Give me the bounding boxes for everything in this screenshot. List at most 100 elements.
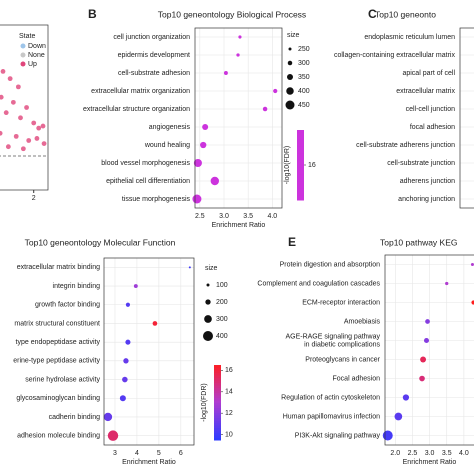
colorbar-step — [214, 410, 221, 413]
colorbar-step — [297, 176, 304, 180]
colorbar-step — [297, 146, 304, 150]
category-label: extracellular structure organization — [83, 106, 190, 113]
colorbar-step — [297, 155, 304, 159]
point — [20, 146, 26, 152]
point — [0, 69, 6, 74]
colorbar-step — [214, 375, 221, 378]
category-label: cell-cell junction — [406, 106, 456, 113]
colorbar-step — [214, 365, 221, 368]
colorbar-step — [214, 402, 221, 406]
x-tick-label: 2.5 — [195, 213, 205, 220]
category-label: cell-substrate junction — [387, 160, 455, 167]
point — [0, 94, 4, 100]
colorbar-title: -log10(FDR) — [201, 383, 208, 422]
colorbar-step — [297, 174, 304, 178]
dot — [122, 376, 128, 383]
point — [15, 84, 21, 90]
category-label: adherens junction — [400, 178, 455, 185]
legend-label: Up — [28, 61, 37, 68]
panel-label: E — [288, 235, 296, 249]
dot — [188, 266, 191, 269]
plot-bg — [195, 28, 282, 208]
point — [0, 130, 3, 136]
size-legend-label: 100 — [216, 282, 228, 289]
colorbar-label: 14 — [225, 389, 233, 396]
category-label: Protein digestion and absorption — [280, 261, 381, 268]
point — [18, 115, 23, 121]
point — [26, 138, 32, 143]
size-legend-label: 450 — [298, 102, 310, 109]
plot-bg — [104, 258, 194, 445]
colorbar-label: 16 — [308, 162, 316, 169]
category-label: extracellular matrix organization — [91, 88, 190, 95]
x-tick-label: 6 — [179, 450, 183, 457]
legend-swatch — [20, 52, 26, 58]
category-label: Complement and coagulation cascades — [257, 280, 380, 287]
colorbar-step — [214, 392, 221, 396]
legend-swatch — [20, 43, 26, 49]
category-label: cadherin binding — [49, 414, 100, 421]
colorbar-step — [214, 400, 221, 403]
category-label: ECM-receptor interaction — [302, 299, 380, 306]
size-legend-label: 250 — [298, 46, 310, 53]
colorbar-step — [214, 435, 221, 438]
category-label: AGE-RAGE signaling pathway in diabetic co… — [285, 333, 380, 348]
colorbar-step — [214, 412, 221, 416]
category-label: cell-substrate adherens junction — [356, 142, 455, 149]
x-tick-label: 2.0 — [390, 450, 400, 457]
size-legend-label: 300 — [298, 60, 310, 67]
plot-frame — [384, 254, 474, 446]
colorbar-step — [297, 162, 304, 166]
category-label: type endopeptidase activity — [16, 339, 101, 346]
category-label: Amoebiasis — [344, 318, 381, 325]
x-tick-label: 3.0 — [425, 450, 435, 457]
x-tick-label: 3.5 — [243, 213, 253, 220]
colorbar-step — [214, 397, 221, 401]
colorbar-step — [214, 367, 221, 371]
size-legend-title: size — [205, 265, 218, 272]
size-legend-label: 400 — [298, 88, 310, 95]
dot — [152, 321, 158, 326]
colorbar-step — [297, 190, 304, 194]
category-label: serine hydrolase activity — [25, 376, 100, 383]
dot — [123, 358, 129, 364]
plot-frame — [0, 24, 49, 191]
colorbar-step — [297, 165, 304, 168]
dot — [471, 300, 474, 305]
category-label: tissue morphogenesis — [122, 196, 191, 203]
category-label: collagen-containing extracellular matrix — [334, 52, 456, 59]
point — [36, 125, 42, 131]
colorbar-step — [214, 390, 221, 393]
colorbar-step — [297, 172, 304, 175]
colorbar-step — [297, 153, 304, 157]
category-label: epidermis development — [118, 52, 190, 59]
dot — [119, 395, 126, 402]
colorbar-step — [297, 158, 304, 161]
x-axis-title: Enrichment Ratio — [403, 459, 457, 466]
dot — [125, 302, 131, 307]
colorbar-step — [297, 144, 304, 147]
category-label: Proteoglycans in cancer — [305, 356, 380, 363]
dot — [402, 394, 410, 401]
category-label: cell-substrate adhesion — [118, 70, 190, 77]
dot — [382, 430, 393, 441]
size-legend-dot — [288, 47, 292, 51]
colorbar-step — [214, 407, 221, 411]
category-label: endoplasmic reticulum lumen — [364, 34, 455, 41]
size-legend-label: 200 — [216, 299, 228, 306]
point — [3, 110, 9, 116]
category-label: extracellular matrix binding — [17, 264, 100, 271]
category-label: Focal adhesion — [333, 375, 381, 382]
colorbar-step — [297, 141, 304, 145]
dot — [394, 412, 403, 421]
category-label: PI3K-Akt signaling pathway — [295, 432, 381, 439]
panel-title: Top10 geneontology Molecular Function — [25, 237, 176, 247]
colorbar-step — [297, 160, 304, 164]
colorbar-step — [297, 132, 304, 136]
x-axis-title: Enrichment Ratio — [212, 222, 266, 229]
dot — [133, 284, 138, 289]
dot — [223, 71, 228, 75]
colorbar-step — [297, 169, 304, 173]
plot-frame — [459, 27, 474, 209]
category-label: Regulation of actin cytoskeleton — [281, 394, 380, 401]
